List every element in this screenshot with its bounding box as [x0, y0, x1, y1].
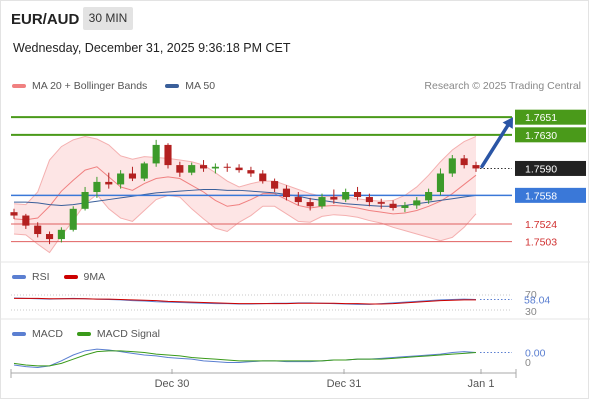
- candle-body: [247, 170, 255, 174]
- ma20-line: [13, 166, 477, 221]
- macd-line: [13, 348, 477, 369]
- bollinger-lower-line: [13, 193, 477, 254]
- candle-body: [140, 163, 148, 179]
- candle-body: [271, 181, 279, 189]
- timestamp-label: Wednesday, December 31, 2025 9:36:18 PM …: [13, 41, 291, 55]
- candle-body: [69, 208, 77, 230]
- target-arrow-shaft: [480, 123, 510, 169]
- rsi-legend-swatch: [12, 275, 26, 279]
- level-label-1.7558: 1.7558: [525, 190, 557, 202]
- candle-body: [93, 181, 101, 192]
- ma50-line: [14, 188, 477, 207]
- candle-body: [306, 202, 314, 207]
- macd-signal-line: [13, 350, 477, 367]
- bollinger-upper-line: [13, 135, 477, 206]
- level-label-1.7503: 1.7503: [525, 237, 557, 249]
- candle-body: [199, 165, 208, 169]
- bollinger-legend-label: MA 20 + Bollinger Bands: [32, 80, 148, 92]
- target-arrow-head: [502, 117, 513, 129]
- candle-body: [330, 197, 338, 200]
- candle-body: [365, 197, 373, 203]
- rsi-legend-label: RSI: [32, 271, 50, 283]
- rsi-current-label: 58.04: [524, 294, 550, 306]
- main-legend: MA 20 + Bollinger Bands MA 50: [12, 80, 215, 92]
- current-price-label: 1.7590: [525, 163, 557, 175]
- candle-body: [10, 212, 18, 216]
- level-label-1.7524: 1.7524: [525, 219, 557, 231]
- candle-body: [152, 144, 160, 164]
- candle-body: [176, 165, 184, 173]
- ma9-legend-label: 9MA: [83, 271, 106, 283]
- time-axis-label: Jan 1: [468, 378, 495, 390]
- macd-legend-swatch: [12, 332, 26, 336]
- time-axis-label: Dec 30: [155, 378, 190, 390]
- signal-legend-label: MACD Signal: [96, 328, 160, 340]
- candle-body: [282, 188, 291, 198]
- candle-body: [425, 191, 433, 201]
- candle-body: [164, 144, 172, 166]
- candle-body: [353, 191, 362, 198]
- level-tag-1.7558: [515, 187, 586, 203]
- ma50-legend-label: MA 50: [185, 80, 216, 92]
- bollinger-legend-swatch: [12, 84, 26, 88]
- candle-body: [211, 166, 219, 169]
- candle-body: [117, 173, 125, 185]
- rsi-tick-70: 70: [525, 289, 537, 301]
- candle-body: [472, 165, 480, 169]
- time-axis: Dec 30 Dec 31 Jan 1: [10, 369, 517, 390]
- candle-body: [235, 167, 243, 171]
- macd-legend: MACD MACD Signal: [12, 328, 160, 340]
- macd-panel: 00.00: [13, 348, 546, 369]
- candle-body: [22, 215, 30, 226]
- candle-body: [389, 203, 397, 208]
- macd-legend-label: MACD: [32, 328, 63, 340]
- macd-tick-0: 0: [525, 357, 531, 369]
- candle-body: [294, 197, 302, 203]
- candle-body: [188, 165, 196, 173]
- time-axis-label: Dec 31: [327, 378, 362, 390]
- chart-header: EUR/AUD 30 MIN: [0, 0, 590, 40]
- price-panel: 1.7651 1.7630 1.7558 1.7524 1.7503 1.7590: [0, 109, 590, 320]
- level-tag-1.7651: [515, 109, 586, 125]
- ma50-legend-swatch: [165, 84, 180, 88]
- candle-body: [259, 173, 267, 182]
- candle-body: [448, 158, 456, 174]
- candle-body: [377, 202, 385, 204]
- candle-body: [128, 173, 137, 179]
- candle-body: [105, 181, 113, 185]
- candle-body: [413, 200, 421, 206]
- ma9-legend-swatch: [63, 275, 78, 279]
- level-label-1.7651: 1.7651: [525, 112, 557, 124]
- rsi-legend: RSI 9MA: [12, 271, 105, 283]
- research-credit: Research © 2025 Trading Central: [424, 80, 581, 92]
- candle-body: [34, 225, 42, 235]
- current-price-tag: [515, 160, 586, 176]
- level-label-1.7630: 1.7630: [525, 130, 557, 142]
- candle-body: [342, 191, 350, 200]
- candle-body: [223, 166, 231, 168]
- bollinger-band-fill: [14, 136, 476, 253]
- symbol-title: EUR/AUD: [11, 11, 80, 28]
- level-tag-1.7630: [515, 127, 586, 143]
- candle-body: [45, 234, 54, 240]
- candle-body: [81, 191, 89, 209]
- macd-current-label: 0.00: [525, 348, 546, 360]
- rsi-tick-30: 30: [525, 306, 537, 318]
- candle-body: [401, 205, 409, 208]
- timeframe-badge[interactable]: 30 MIN: [83, 7, 133, 30]
- candle-body: [436, 173, 445, 192]
- rsi-ma9-line: [14, 297, 476, 305]
- candle-body: [57, 229, 65, 240]
- candle-body: [318, 197, 326, 207]
- signal-legend-swatch: [76, 332, 91, 336]
- candle-body: [460, 158, 468, 166]
